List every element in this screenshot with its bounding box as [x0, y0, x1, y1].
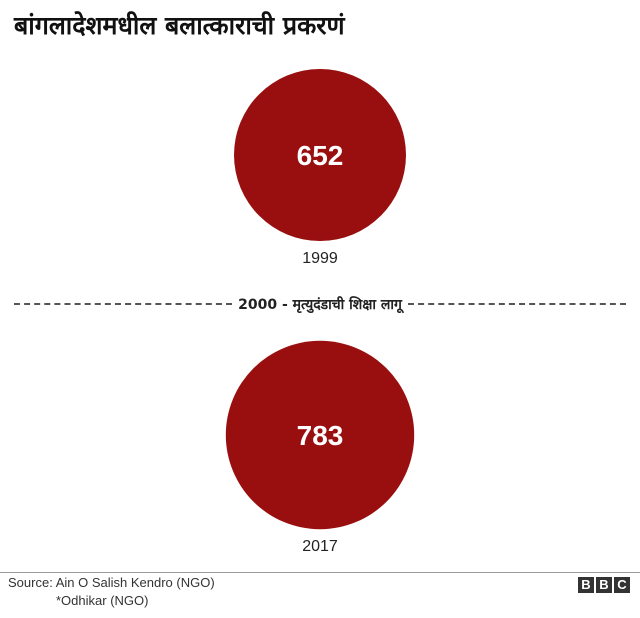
source-line-1: Source: Ain O Salish Kendro (NGO): [8, 575, 215, 590]
bubble-year-label: 1999: [302, 250, 338, 267]
bubble-value-label: 652: [297, 140, 344, 171]
bubble-1999: [234, 69, 406, 241]
bbc-logo-letter: B: [596, 577, 612, 593]
divider-dash-right: [407, 303, 627, 305]
bubble-2017: [225, 340, 415, 530]
bbc-logo-letter: B: [578, 577, 594, 593]
source-note: Source: Ain O Salish Kendro (NGO) *Odhik…: [8, 574, 215, 610]
divider-dash-left: [14, 303, 233, 305]
bbc-logo-letter: C: [614, 577, 630, 593]
bubble-value-label: 783: [297, 420, 344, 451]
footer-rule: [0, 572, 640, 573]
bbc-logo: B B C: [578, 577, 630, 593]
bubble-year-label: 2017: [302, 538, 338, 555]
divider-label: 2000 - मृत्युदंडाची शिक्षा लागू: [238, 296, 402, 313]
bubbles-group: 652 1999 783 2017: [225, 69, 415, 555]
death-penalty-divider: 2000 - मृत्युदंडाची शिक्षा लागू: [14, 288, 627, 320]
source-line-2: *Odhikar (NGO): [56, 593, 149, 608]
chart-title: बांगलादेशमधील बलात्काराची प्रकरणं: [14, 11, 345, 40]
